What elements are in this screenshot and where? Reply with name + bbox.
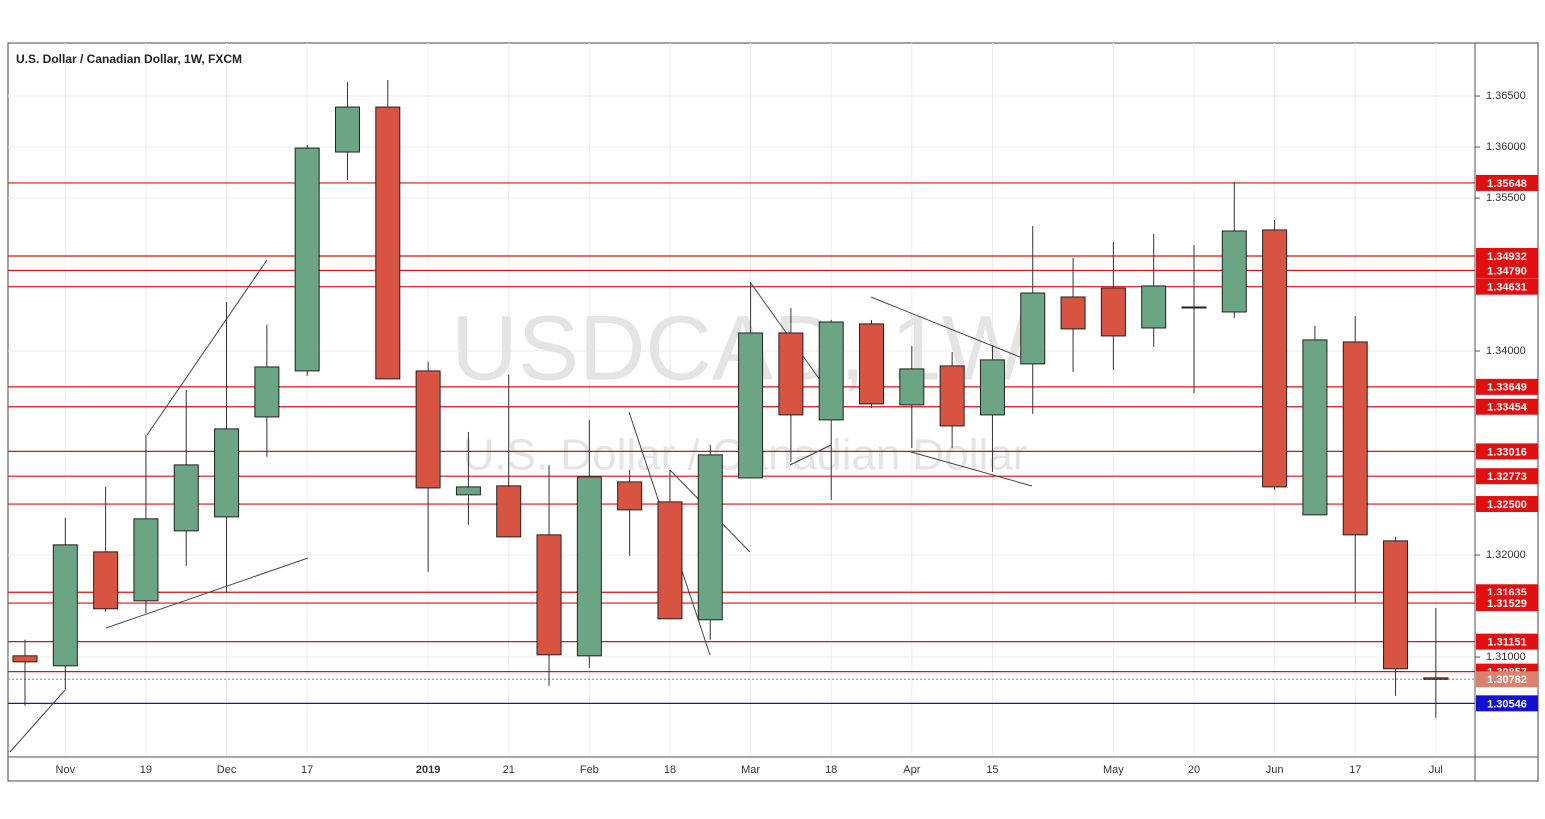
level-label: 1.34790 [1487,265,1527,277]
level-label: 1.30546 [1487,698,1527,710]
candle-body [697,454,723,621]
candle-body [93,551,119,610]
x-tick-label: 20 [1188,764,1200,776]
candle-body [1342,341,1368,536]
y-tick-label: 1.36000 [1486,141,1526,153]
level-label-box [1476,695,1538,712]
level-label-box [1476,443,1538,460]
level-label-box [1476,262,1538,279]
trend-lines [9,259,1033,753]
trend-line [870,296,1021,358]
x-tick-label: 21 [503,764,515,776]
candle-body [617,481,643,511]
y-tick-label: 1.35500 [1486,192,1526,204]
level-label-box [1476,247,1538,264]
x-tick-label: Feb [580,764,599,776]
level-label: 1.33454 [1487,402,1528,414]
candle-body [899,368,925,406]
candle-body [254,366,280,418]
level-label: 1.32500 [1487,499,1527,511]
candle-body [334,106,360,153]
level-label: 1.30782 [1487,674,1527,686]
trend-line [789,444,832,466]
x-tick-label: Jun [1266,764,1284,776]
candle-body [778,332,804,416]
candle-body [1423,677,1449,680]
x-tick-label: Jul [1429,764,1443,776]
candle-body [657,501,683,620]
candle-body [536,534,562,656]
y-tick-label: 1.32000 [1486,549,1526,561]
candle-body [455,486,481,496]
level-label-box [1476,595,1538,612]
candle-body [173,464,199,532]
candle-body [1262,229,1288,488]
level-label-box [1476,671,1538,688]
candle-body [133,518,159,602]
candle-body [1383,540,1409,670]
level-label: 1.31529 [1487,598,1527,610]
level-label: 1.34932 [1487,251,1527,263]
x-tick-label: Nov [56,764,76,776]
level-label-box [1476,468,1538,485]
candle-body [294,147,320,372]
axis-labels: 1.36500 1.36000 1.35500 1.34000 1.32000 1.310… [56,90,1538,776]
trend-line [105,557,309,629]
x-tick-label: 18 [664,764,676,776]
x-tick-label: Mar [741,764,760,776]
candle-body [52,544,78,667]
candle-body [1060,296,1086,330]
y-tick-label: 1.36500 [1486,90,1526,102]
candle-body [1100,287,1126,337]
level-label-box [1476,633,1538,650]
y-tick-label: 1.34000 [1486,345,1526,357]
candle-body [1221,230,1247,313]
x-tick-label: 15 [986,764,998,776]
candle-body [12,655,38,663]
trend-line [749,281,821,381]
level-label: 1.31151 [1487,637,1526,649]
x-tick-label: 17 [301,764,313,776]
x-tick-label: 17 [1349,764,1361,776]
level-label-box [1476,174,1538,191]
x-tick-label: May [1103,764,1124,776]
trend-line [9,689,66,753]
level-label: 1.34631 [1487,282,1527,294]
candles [12,80,1449,718]
x-tick-label: 18 [825,764,837,776]
trend-line [146,259,268,436]
x-tick-label: Apr [903,764,920,776]
candle-body [1181,306,1207,309]
x-tick-label: Dec [217,764,237,776]
level-label-box [1476,278,1538,295]
trend-line [910,451,1033,487]
x-tick-label: 19 [140,764,152,776]
candle-body [979,359,1005,416]
y-tick-label: 1.31000 [1486,651,1526,663]
x-tick-label: 2019 [416,764,440,776]
candle-body [496,485,522,538]
level-label: 1.32773 [1487,471,1527,483]
level-label: 1.33016 [1487,446,1527,458]
level-label-box [1476,496,1538,513]
candle-body [1020,292,1046,365]
level-label: 1.33649 [1487,382,1527,394]
candle-body [738,332,764,479]
candle-body [859,323,885,405]
candle-body [576,476,602,657]
chart-title: U.S. Dollar / Canadian Dollar, 1W, FXCM [16,52,242,66]
candle-body [939,365,965,427]
candle-body [818,321,844,421]
candle-body [214,428,240,518]
candle-body [1302,339,1328,516]
candle-body [375,106,401,380]
level-label-box [1476,378,1538,395]
level-label-box [1476,398,1538,415]
candle-body [415,370,441,489]
candle-body [1141,285,1167,329]
level-label: 1.35648 [1487,178,1527,190]
